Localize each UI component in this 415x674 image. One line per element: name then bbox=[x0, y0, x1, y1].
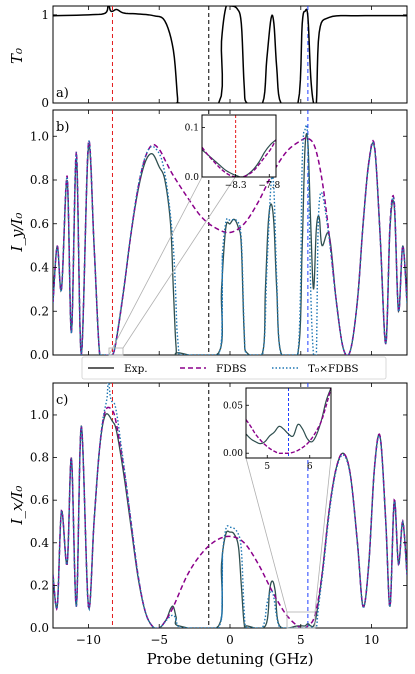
panel-a-plot bbox=[53, 6, 407, 103]
xtick-label-0: −10 bbox=[76, 633, 101, 647]
ytick-label-c-0: 0.0 bbox=[30, 621, 49, 635]
panel-b-ylabel: I_y/I₀ bbox=[8, 213, 26, 253]
inset-fdbs-1 bbox=[202, 139, 276, 177]
panel-c-ticks: 0.0 0.2 0.4 0.6 0.8 1.0 −10 −5 0 5 10 bbox=[30, 383, 407, 647]
inset-b-guide-left bbox=[108, 176, 203, 356]
inset-ytick-label-2-1: 0.05 bbox=[223, 401, 243, 411]
ytick-label-b-0: 0.0 bbox=[30, 348, 49, 362]
inset-exp-2 bbox=[246, 388, 331, 445]
ytick-label-c-3: 0.6 bbox=[30, 493, 49, 507]
series-transmission-line bbox=[53, 6, 407, 103]
xtick-label-2: 0 bbox=[226, 633, 234, 647]
legend-box bbox=[81, 356, 387, 380]
legend-exp-label: Exp. bbox=[124, 363, 148, 375]
inset-c-ticks: 5 6 0.00 0.05 bbox=[223, 401, 313, 472]
inset-ytick-label-1-0: 0.0 bbox=[185, 173, 200, 183]
series-exp-c bbox=[53, 413, 407, 628]
inset-b-background bbox=[202, 115, 276, 177]
inset-xtick-label-2-0: 5 bbox=[264, 462, 270, 472]
ytick-label-a-1: 1 bbox=[41, 8, 49, 22]
inset-b-frame bbox=[201, 114, 277, 178]
series-t0xfdbs-b bbox=[53, 123, 407, 355]
ytick-label-b-1: 0.2 bbox=[30, 304, 49, 318]
series-fdbs-c bbox=[53, 406, 407, 628]
inset-c-guide-left bbox=[245, 457, 288, 613]
panel-a-frame bbox=[52, 5, 408, 104]
ytick-label-c-4: 0.8 bbox=[30, 451, 49, 465]
inset-xtick-label-1-1: −7.8 bbox=[258, 181, 280, 191]
series-t0xfdbs-c bbox=[53, 383, 407, 628]
ytick-label-b-5: 1.0 bbox=[30, 129, 49, 143]
panel-b-plot bbox=[53, 110, 407, 355]
panel-a-letter: a) bbox=[56, 86, 69, 101]
ytick-label-b-2: 0.4 bbox=[30, 261, 49, 275]
x-axis-label: Probe detuning (GHz) bbox=[147, 650, 314, 668]
inset-xtick-label-2-1: 6 bbox=[307, 462, 313, 472]
xtick-label-4: 10 bbox=[364, 633, 379, 647]
panel-c-plot bbox=[53, 383, 407, 628]
ytick-label-c-1: 0.2 bbox=[30, 578, 49, 592]
inset-c-zoom-box bbox=[286, 611, 316, 629]
ytick-label-a-0: 0 bbox=[41, 96, 49, 110]
inset-c-guide-right bbox=[314, 457, 332, 613]
panel-b-letter: b) bbox=[56, 120, 69, 135]
ytick-label-b-3: 0.6 bbox=[30, 217, 49, 231]
panel-a-ylabel: T₀ bbox=[8, 48, 26, 64]
inset-c-frame bbox=[245, 387, 332, 459]
panel-a-ticks: 01 bbox=[41, 6, 407, 110]
xtick-label-3: 5 bbox=[297, 633, 305, 647]
panel-b-ticks: 0.0 0.2 0.4 0.6 0.8 1.0 bbox=[30, 110, 407, 362]
ytick-label-c-5: 1.0 bbox=[30, 408, 49, 422]
ytick-label-b-4: 0.8 bbox=[30, 173, 49, 187]
inset-b-ticks: −8.3 −7.8 0.0 0.1 bbox=[185, 123, 281, 191]
panel-c-letter: c) bbox=[56, 393, 68, 408]
xtick-label-1: −5 bbox=[150, 633, 168, 647]
inset-c-guides bbox=[245, 457, 332, 629]
inset-xtick-label-1-0: −8.3 bbox=[225, 181, 247, 191]
inset-c-plot bbox=[246, 388, 331, 458]
inset-ytick-label-2-0: 0.00 bbox=[223, 449, 243, 459]
legend-fdbs-label: FDBS bbox=[216, 363, 247, 375]
legend: Exp. FDBS T₀×FDBS bbox=[81, 356, 387, 380]
inset-fdbs-2 bbox=[246, 388, 331, 455]
ytick-label-c-2: 0.4 bbox=[30, 536, 49, 550]
legend-prod-label: T₀×FDBS bbox=[308, 363, 359, 375]
panel-c-ylabel: I_x/I₀ bbox=[8, 486, 26, 526]
inset-ytick-label-1-1: 0.1 bbox=[185, 123, 199, 133]
inset-b-zoom-box bbox=[108, 347, 124, 356]
